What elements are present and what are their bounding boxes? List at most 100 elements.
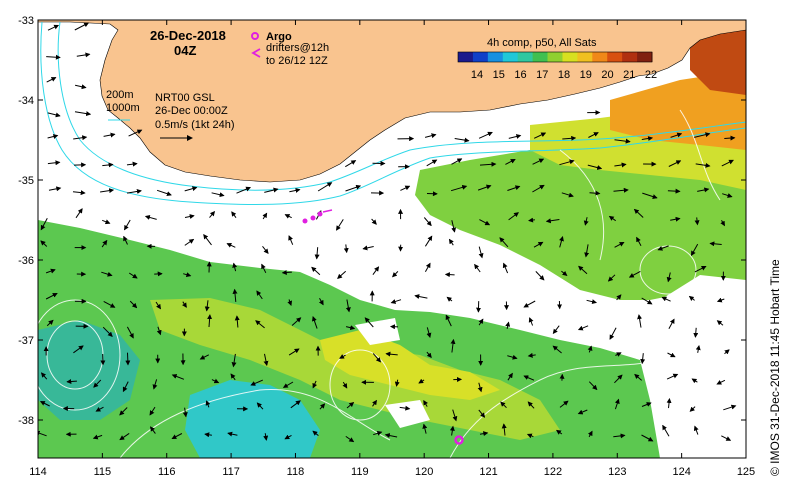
current-arrow (508, 134, 522, 139)
y-tick-label: -33 (18, 15, 34, 27)
current-arrow (642, 192, 658, 199)
current-arrow (343, 244, 349, 254)
current-arrow (479, 431, 489, 437)
current-arrow (450, 338, 456, 353)
current-arrow (532, 158, 545, 165)
current-arrow (499, 237, 509, 248)
current-arrow (45, 268, 56, 274)
current-arrow (426, 351, 432, 359)
current-arrow (394, 379, 400, 387)
current-arrow (474, 263, 481, 273)
current-arrow (641, 402, 652, 407)
current-arrow (232, 288, 238, 302)
current-arrow (284, 434, 292, 440)
current-arrow (562, 135, 577, 141)
current-arrow (101, 239, 108, 248)
current-arrow (641, 297, 653, 305)
current-arrow (314, 247, 320, 260)
current-arrow (337, 270, 347, 279)
current-arrow (319, 403, 326, 410)
current-arrow (552, 325, 560, 335)
x-tick-label: 121 (479, 466, 497, 478)
current-vectors (38, 22, 737, 443)
sst-patch-south-bright (320, 330, 500, 400)
current-arrow (255, 320, 265, 329)
current-arrow (561, 270, 568, 277)
current-arrow (211, 378, 220, 384)
current-arrow (128, 272, 138, 279)
current-arrow (288, 235, 294, 245)
current-arrow (284, 214, 292, 219)
current-arrow (577, 409, 588, 415)
x-tick-label: 116 (158, 466, 176, 478)
current-arrow (312, 316, 318, 329)
colorbar-swatch (487, 52, 504, 62)
current-arrow (636, 236, 642, 247)
cloud-gap-2 (385, 400, 430, 428)
current-arrow (716, 320, 724, 326)
y-tick-label: -36 (18, 255, 34, 267)
current-arrow (232, 262, 238, 272)
colorbar-swatch (577, 52, 593, 62)
current-arrow (371, 218, 377, 225)
current-arrow (346, 401, 355, 409)
current-arrow (694, 132, 711, 138)
current-arrow (633, 208, 644, 218)
current-arrow (614, 162, 627, 168)
y-tick-label: -35 (18, 175, 34, 187)
current-arrow (615, 352, 622, 357)
current-arrow (47, 112, 61, 118)
colorbar-tick-label: 17 (536, 69, 548, 81)
current-arrow (668, 318, 675, 330)
current-arrow (588, 132, 599, 138)
current-arrow (48, 186, 62, 192)
current-arrow (709, 241, 722, 247)
current-arrow (426, 327, 432, 339)
current-arrow (559, 159, 575, 166)
current-arrow (449, 425, 455, 436)
scale-label: 0.5m/s (1kt 24h) (155, 119, 234, 131)
current-arrow (661, 296, 671, 302)
current-arrow (345, 160, 357, 168)
current-arrow (533, 132, 547, 139)
x-tick-label: 125 (737, 466, 755, 478)
current-arrow (123, 235, 128, 245)
current-arrow (250, 379, 263, 386)
current-arrow (668, 160, 682, 167)
current-arrow (501, 423, 507, 436)
current-arrow (156, 326, 162, 336)
current-arrow (578, 265, 588, 275)
current-arrow (478, 409, 486, 418)
contour-200m (57, 21, 746, 191)
current-arrow (231, 211, 237, 218)
credit-text: © IMOS 31-Dec-2018 11:45 Hobart Time (768, 259, 782, 476)
current-arrow (667, 352, 676, 358)
current-arrow (227, 431, 238, 437)
current-arrow (423, 399, 428, 407)
current-arrow (152, 379, 158, 390)
current-arrow (559, 400, 569, 408)
current-arrow (609, 327, 617, 340)
current-arrow (587, 430, 593, 438)
current-arrow (47, 134, 59, 139)
drifter-legend-line2: to 26/12 12Z (266, 55, 328, 67)
x-tick-label: 122 (544, 466, 562, 478)
current-arrow (46, 77, 57, 83)
current-arrow (587, 345, 593, 353)
x-tick-label: 120 (415, 466, 433, 478)
current-arrow (74, 84, 87, 90)
current-arrow (76, 52, 91, 58)
current-arrow (721, 435, 732, 441)
bathymetry-contours (40, 21, 746, 205)
model-time: 26-Dec 00:00Z (155, 105, 228, 117)
drifter-point (310, 215, 316, 221)
current-arrow (47, 160, 61, 166)
current-arrow (204, 432, 212, 438)
sst-patch-central (415, 150, 746, 300)
current-arrow (445, 314, 452, 327)
current-arrow (183, 272, 192, 278)
current-arrow (657, 245, 669, 251)
colorbar-swatch (562, 52, 578, 62)
current-arrow (345, 325, 356, 331)
current-arrow (40, 218, 48, 231)
